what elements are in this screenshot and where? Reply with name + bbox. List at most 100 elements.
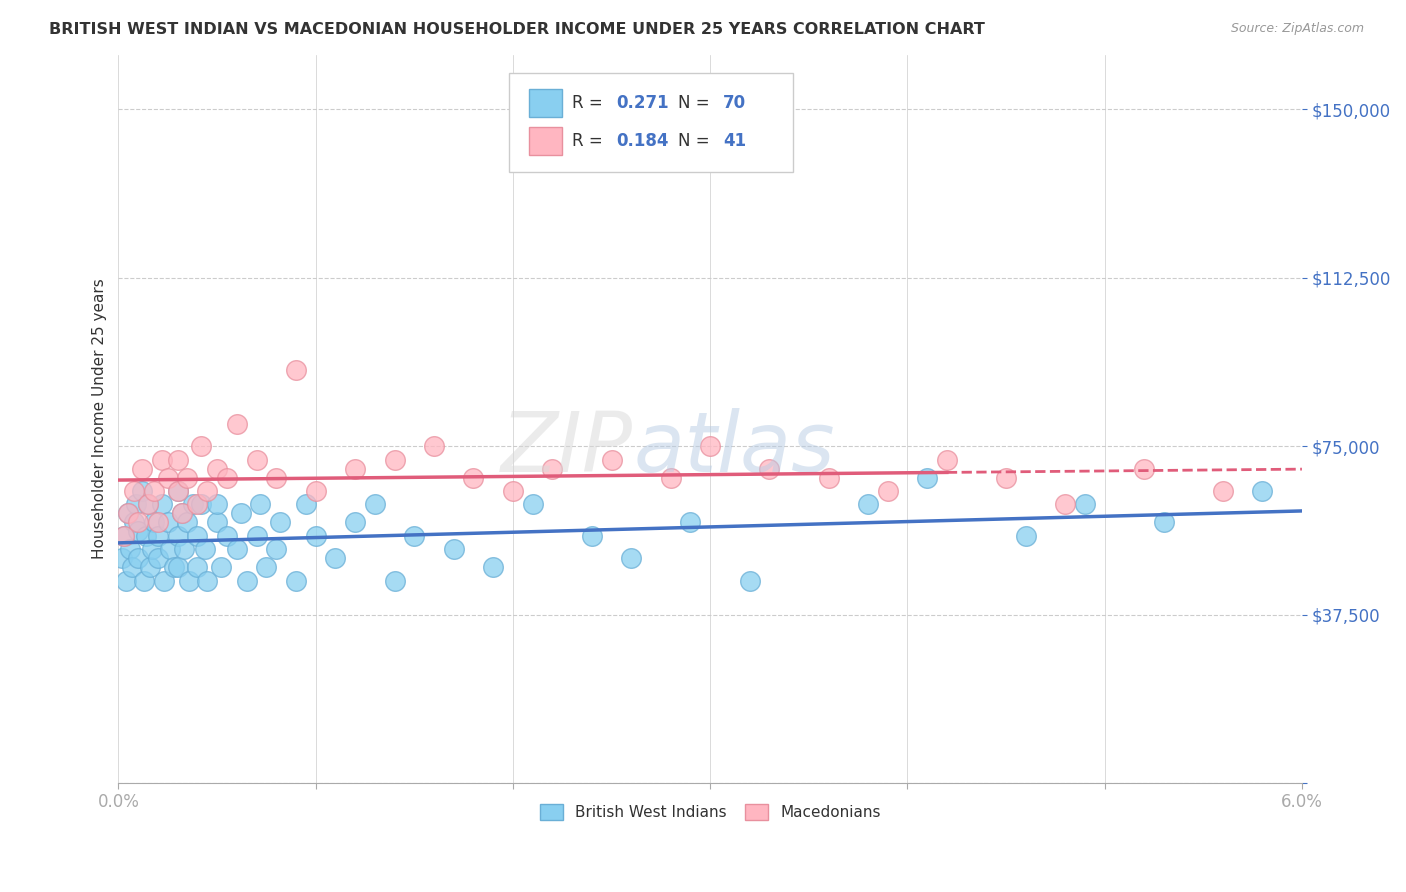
Point [679,516,702,530]
Text: N =: N = [678,132,716,150]
Text: ZIP: ZIP [502,408,633,489]
Point [305,483,328,498]
Text: atlas: atlas [633,408,835,489]
Text: N =: N = [678,95,716,112]
Point [194,542,217,557]
Point [166,483,188,498]
Point [186,529,208,543]
Point [384,574,406,588]
Point [117,507,139,521]
Point [404,529,426,543]
Point [254,560,277,574]
Point [195,483,218,498]
Point [163,560,186,574]
Point [125,498,148,512]
Text: R =: R = [572,95,607,112]
Point [364,498,387,512]
FancyBboxPatch shape [509,73,793,171]
Point [146,551,169,566]
Point [344,516,367,530]
Point [146,516,169,530]
Point [166,560,188,574]
Point [205,498,228,512]
Point [581,529,603,543]
Point [173,542,195,557]
Point [659,470,682,484]
Point [179,574,201,588]
Point [295,498,318,512]
Point [117,507,139,521]
Point [122,516,145,530]
Point [111,551,134,566]
Point [156,470,179,484]
Point [225,417,247,431]
Point [183,498,205,512]
Point [166,483,188,498]
FancyBboxPatch shape [529,128,562,155]
Point [135,529,157,543]
Point [156,516,179,530]
Point [176,470,198,484]
Point [1133,461,1156,475]
Point [245,529,267,543]
Point [463,470,485,484]
Point [235,574,257,588]
Point [209,560,232,574]
Point [127,524,149,539]
Point [699,439,721,453]
Text: BRITISH WEST INDIAN VS MACEDONIAN HOUSEHOLDER INCOME UNDER 25 YEARS CORRELATION : BRITISH WEST INDIAN VS MACEDONIAN HOUSEH… [49,22,986,37]
Point [995,470,1018,484]
Point [758,461,780,475]
Y-axis label: Householder Income Under 25 years: Householder Income Under 25 years [93,278,107,559]
Point [127,551,149,566]
Point [269,516,291,530]
Point [195,574,218,588]
Point [423,439,446,453]
Point [1015,529,1038,543]
Point [284,574,307,588]
Point [541,461,564,475]
Point [1074,498,1097,512]
Point [112,529,135,543]
Point [131,483,153,498]
Point [136,498,159,512]
Point [153,574,176,588]
Point [159,542,181,557]
Point [215,529,238,543]
Point [205,461,228,475]
Point [176,516,198,530]
Point [166,452,188,467]
Point [121,560,143,574]
Point [1054,498,1077,512]
Point [190,439,212,453]
Point [170,507,193,521]
Point [1212,483,1234,498]
FancyBboxPatch shape [529,89,562,117]
Point [205,516,228,530]
Point [264,470,287,484]
Point [443,542,465,557]
Point [856,498,879,512]
Point [482,560,505,574]
Point [305,529,328,543]
Point [139,560,162,574]
Point [738,574,761,588]
Point [284,362,307,376]
Point [132,574,155,588]
Point [115,574,138,588]
Point [131,461,153,475]
Point [817,470,839,484]
Text: 41: 41 [723,132,747,150]
Point [136,498,159,512]
Text: 0.271: 0.271 [617,95,669,112]
Point [384,452,406,467]
Point [190,498,212,512]
Point [146,529,169,543]
Point [127,516,149,530]
Point [249,498,271,512]
Text: 70: 70 [723,95,747,112]
Point [141,542,163,557]
Point [245,452,267,467]
Point [915,470,938,484]
Point [876,483,898,498]
